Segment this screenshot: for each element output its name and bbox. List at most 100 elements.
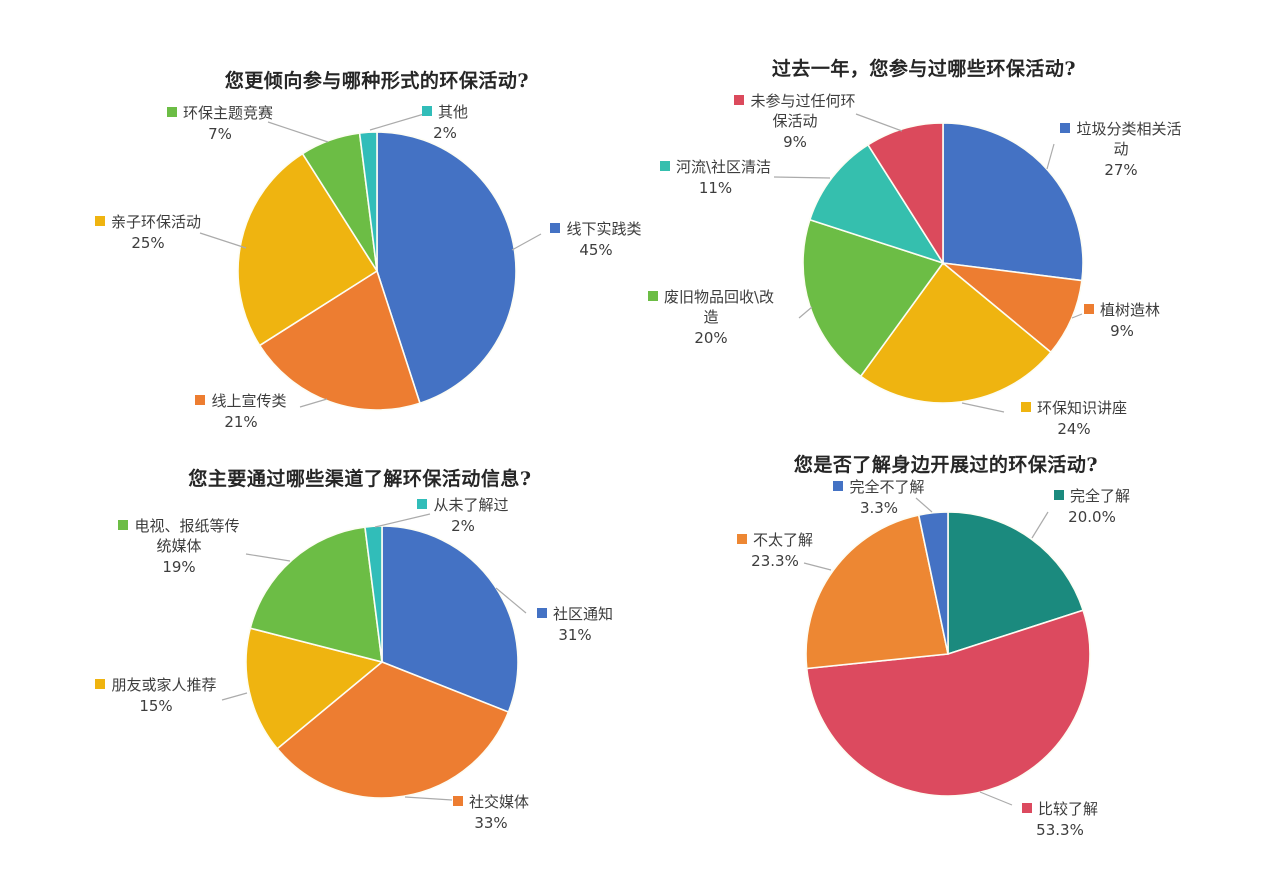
legend-marker — [195, 395, 206, 405]
leader-line — [511, 233, 542, 251]
slice-label: 不太了解 — [752, 531, 813, 549]
legend-marker — [647, 291, 658, 301]
leader-line — [773, 176, 831, 179]
leader-line — [798, 306, 813, 319]
pie-callout-label: 垃圾分类相关活动 27% — [1058, 120, 1184, 180]
legend-marker — [94, 216, 105, 226]
leader-line — [803, 562, 832, 571]
slice-percent: 21% — [224, 412, 258, 431]
leader-line — [961, 402, 1005, 413]
leader-line — [979, 791, 1013, 806]
legend-marker — [417, 499, 428, 509]
leader-line — [199, 232, 247, 249]
slice-percent: 45% — [579, 240, 613, 259]
pie-callout-label: 亲子环保活动 25% — [68, 213, 228, 254]
pie-callout-label: 从未了解过 2% — [398, 496, 528, 537]
pie-callout-label: 完全不了解 3.3% — [814, 478, 944, 519]
leader-line — [495, 587, 527, 614]
slice-label: 植树造林 — [1099, 301, 1160, 319]
pie-callout-label: 废旧物品回收\改造 20% — [644, 288, 778, 348]
legend-marker — [166, 107, 177, 117]
slice-label: 河流\社区清洁 — [675, 158, 772, 176]
pie-callout-label: 环保主题竞赛 7% — [145, 104, 295, 145]
leader-line — [1071, 313, 1083, 319]
slice-label: 完全不了解 — [849, 478, 925, 496]
slice-label: 垃圾分类相关活动 — [1076, 120, 1182, 158]
slice-percent: 20.0% — [1068, 507, 1116, 526]
slice-percent: 19% — [162, 557, 196, 576]
slice-label: 亲子环保活动 — [110, 213, 201, 231]
slice-label: 社交媒体 — [468, 793, 529, 811]
leader-line — [369, 113, 425, 131]
pie-callout-label: 河流\社区清洁 11% — [638, 158, 793, 199]
slice-percent: 31% — [558, 625, 592, 644]
slice-percent: 23.3% — [751, 551, 799, 570]
legend-marker — [118, 520, 129, 530]
slice-label: 环保主题竞赛 — [182, 104, 273, 122]
legend-marker — [1083, 304, 1094, 314]
legend-marker — [421, 106, 432, 116]
leader-line — [1031, 511, 1049, 539]
legend-marker — [736, 534, 747, 544]
slice-label: 完全了解 — [1069, 487, 1130, 505]
chart-preferred-activity-form: 您更倾向参与哪种形式的环保活动? 环保主题竞赛 7% 其他 2% 线下实践类 4… — [0, 0, 642, 448]
pie-callout-label: 线上宣传类 21% — [171, 392, 311, 433]
pie-chart — [221, 513, 527, 801]
pie-callout-label: 未参与过任何环保活动 9% — [732, 92, 858, 152]
leader-line — [374, 513, 431, 528]
slice-label: 比较了解 — [1037, 800, 1098, 818]
slice-label: 线上宣传类 — [211, 392, 287, 410]
pie-callout-label: 社交媒体 33% — [436, 793, 546, 834]
legend-marker — [659, 161, 670, 171]
legend-marker — [1053, 490, 1064, 500]
pie-callout-label: 完全了解 20.0% — [1032, 487, 1152, 528]
pie-callout-label: 其他 2% — [395, 103, 495, 144]
slice-label: 环保知识讲座 — [1036, 399, 1127, 417]
slice-label: 电视、报纸等传统媒体 — [134, 517, 240, 555]
slice-percent: 9% — [1110, 321, 1134, 340]
slice-percent: 3.3% — [859, 498, 899, 517]
chart-title: 您更倾向参与哪种形式的环保活动? — [224, 70, 530, 92]
legend-marker — [452, 796, 463, 806]
slice-percent: 53.3% — [1036, 820, 1084, 839]
leader-line — [267, 121, 329, 143]
leader-line — [404, 796, 453, 801]
pie-callout-label: 朋友或家人推荐 15% — [76, 676, 236, 717]
slice-label: 从未了解过 — [433, 496, 509, 514]
leader-line — [855, 113, 903, 132]
pie-callout-label: 植树造林 9% — [1062, 301, 1182, 342]
slice-percent: 2% — [433, 123, 457, 142]
slice-label: 废旧物品回收\改造 — [663, 288, 775, 326]
leader-line — [915, 497, 933, 513]
legend-marker — [833, 481, 844, 491]
slice-label: 线下实践类 — [566, 220, 642, 238]
pie-callout-label: 社区通知 31% — [520, 605, 630, 646]
legend-marker — [1020, 402, 1031, 412]
slice-percent: 9% — [783, 132, 807, 151]
slice-percent: 7% — [208, 124, 232, 143]
pie-chart — [773, 113, 1084, 413]
leader-line — [245, 553, 291, 562]
legend-marker — [1021, 803, 1032, 813]
slice-percent: 33% — [474, 813, 508, 832]
legend-marker — [734, 95, 745, 105]
legend-marker — [536, 608, 547, 618]
legend-marker — [95, 679, 106, 689]
chart-title: 您是否了解身边开展过的环保活动? — [793, 454, 1099, 476]
pie-callout-label: 线下实践类 45% — [536, 220, 656, 261]
leader-line — [1046, 143, 1055, 170]
pie-chart — [803, 497, 1091, 806]
chart-title: 您主要通过哪些渠道了解环保活动信息? — [188, 468, 532, 490]
pie-callout-label: 电视、报纸等传统媒体 19% — [116, 517, 242, 577]
legend-marker — [550, 223, 561, 233]
slice-percent: 15% — [139, 696, 173, 715]
chart-awareness-of-activities: 您是否了解身边开展过的环保活动? 完全不了解 3.3% 完全了解 20.0% 不… — [634, 448, 1268, 896]
chart-info-channels: 您主要通过哪些渠道了解环保活动信息? 电视、报纸等传统媒体 19% 从未了解过 … — [0, 448, 634, 896]
leader-line — [299, 398, 328, 408]
slice-percent: 25% — [131, 233, 165, 252]
slice-percent: 20% — [694, 328, 728, 347]
slice-percent: 11% — [698, 178, 733, 197]
slice-label: 其他 — [437, 103, 468, 121]
pie-chart — [199, 113, 542, 411]
